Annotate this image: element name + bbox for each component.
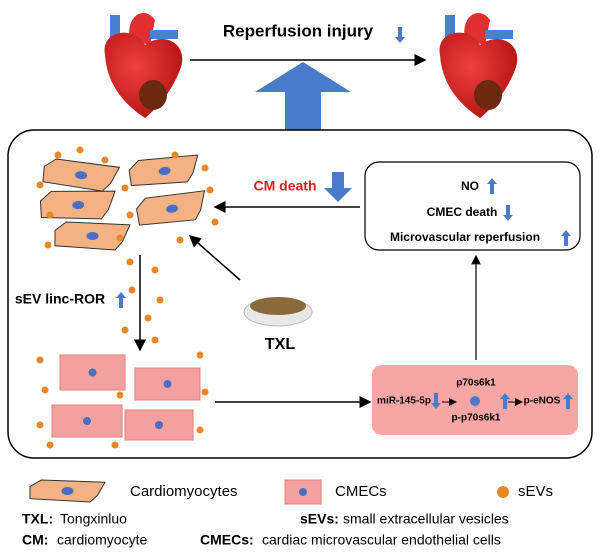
sev bbox=[201, 388, 209, 396]
sev bbox=[41, 386, 49, 394]
sev bbox=[196, 426, 204, 434]
nucleus bbox=[163, 380, 172, 388]
sev bbox=[54, 151, 62, 159]
nucleus bbox=[88, 368, 97, 377]
sev bbox=[144, 314, 152, 322]
sev bbox=[151, 266, 159, 274]
legend-sev bbox=[497, 486, 509, 498]
change-arrow bbox=[431, 393, 441, 409]
big-arrow bbox=[255, 62, 351, 130]
sev-label: sEV linc-ROR bbox=[15, 291, 105, 307]
change-arrow bbox=[503, 205, 513, 221]
vessel bbox=[150, 30, 178, 39]
cardiomyocyte bbox=[42, 158, 121, 192]
nucleus bbox=[83, 417, 91, 425]
outcome: NO bbox=[461, 179, 479, 193]
infarct bbox=[139, 80, 167, 110]
pathway: p70s6k1 bbox=[456, 378, 496, 389]
title: Reperfusion injury bbox=[223, 21, 374, 40]
vessel bbox=[485, 30, 513, 39]
abbr-term: CM: bbox=[22, 532, 48, 548]
sev bbox=[46, 441, 54, 449]
abbr-term: CMECs: bbox=[200, 532, 254, 548]
nucleus bbox=[72, 201, 85, 210]
nucleus bbox=[75, 171, 88, 180]
nucleus bbox=[61, 487, 74, 495]
change-arrow bbox=[324, 172, 352, 202]
cardiomyocyte bbox=[136, 190, 206, 226]
pathway: p-eNOS bbox=[524, 396, 561, 407]
nucleus bbox=[166, 204, 179, 213]
infarct bbox=[474, 80, 502, 110]
legend-label: sEVs bbox=[518, 483, 553, 500]
sev bbox=[126, 258, 134, 266]
change-arrow bbox=[563, 393, 573, 409]
pathway: miR-145-5p bbox=[377, 396, 431, 407]
nucleus bbox=[158, 166, 171, 176]
sev bbox=[36, 181, 44, 189]
abbr-meaning: cardiac microvascular endothelial cells bbox=[262, 532, 501, 548]
sev bbox=[116, 391, 124, 399]
abbr-meaning: cardiomyocyte bbox=[57, 532, 147, 548]
sev bbox=[36, 356, 44, 364]
cm-death: CM death bbox=[254, 178, 317, 194]
sev bbox=[46, 211, 54, 219]
cardiomyocyte bbox=[39, 190, 116, 220]
sev bbox=[121, 326, 129, 334]
sev bbox=[76, 146, 84, 154]
txl-dish bbox=[243, 297, 313, 327]
sev bbox=[36, 421, 44, 429]
cardiomyocyte bbox=[54, 221, 131, 251]
abbr-meaning: Tongxinluo bbox=[60, 511, 127, 527]
nucleus bbox=[86, 232, 99, 240]
sev bbox=[211, 218, 219, 226]
outcome: CMEC death bbox=[427, 205, 498, 219]
legend-label: Cardiomyocytes bbox=[130, 483, 238, 500]
change-arrow bbox=[116, 292, 126, 308]
sev bbox=[206, 186, 214, 194]
sev bbox=[111, 441, 119, 449]
change-arrow bbox=[487, 178, 497, 194]
change-arrow bbox=[500, 393, 510, 409]
frame bbox=[7, 129, 593, 459]
cardiomyocyte bbox=[29, 479, 106, 503]
pathway: p-p70s6k1 bbox=[452, 413, 501, 424]
cardiomyocyte bbox=[128, 154, 199, 187]
change-arrow bbox=[395, 27, 405, 43]
node bbox=[470, 396, 480, 406]
sev bbox=[176, 236, 184, 244]
abbr-meaning: small extracellular vesicles bbox=[343, 511, 509, 527]
sev bbox=[128, 286, 136, 294]
arrow bbox=[188, 235, 241, 281]
sev bbox=[121, 184, 129, 192]
sev bbox=[126, 211, 134, 219]
sev bbox=[196, 351, 204, 359]
legend-label: CMECs bbox=[335, 483, 387, 500]
txl-label: TXL bbox=[265, 336, 295, 353]
nucleus bbox=[299, 488, 307, 496]
sev bbox=[171, 151, 179, 159]
sev bbox=[151, 336, 159, 344]
sev bbox=[44, 241, 52, 249]
sev bbox=[101, 156, 109, 164]
outcome: Microvascular reperfusion bbox=[390, 230, 540, 244]
sev bbox=[116, 234, 124, 242]
abbr-term: TXL: bbox=[22, 511, 53, 527]
sev bbox=[201, 164, 209, 172]
nucleus bbox=[155, 421, 163, 429]
sev bbox=[156, 296, 164, 304]
outcome-box bbox=[364, 161, 581, 251]
abbr-term: sEVs: bbox=[300, 511, 339, 527]
change-arrow bbox=[561, 230, 571, 246]
